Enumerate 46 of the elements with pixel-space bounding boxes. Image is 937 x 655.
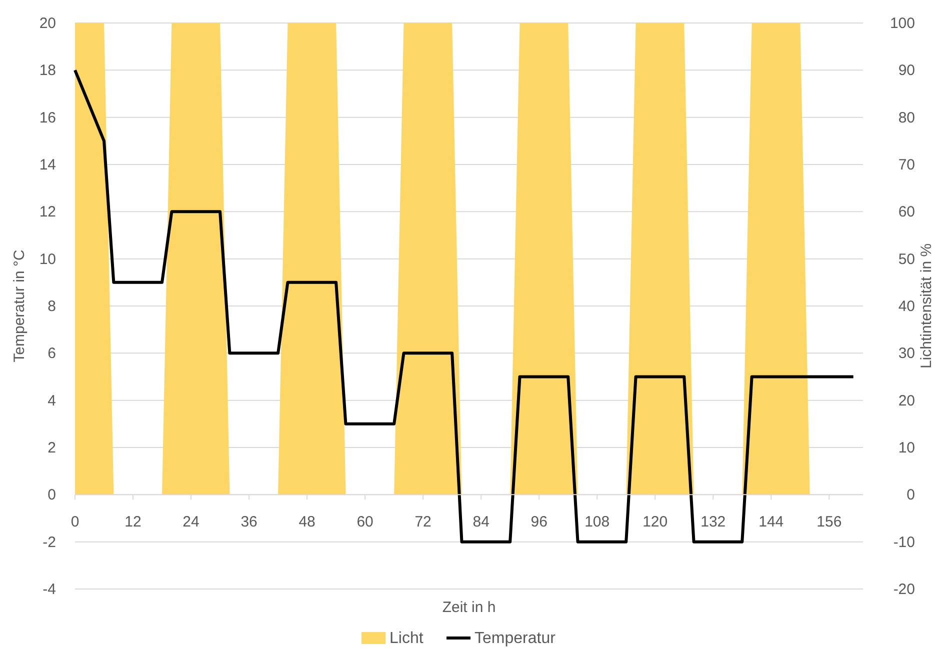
y2-tick-label: 90 <box>898 62 915 80</box>
y2-tick-label: 20 <box>898 392 915 410</box>
line-series <box>74 68 855 544</box>
y2-axis-title: Lichtintensität in % <box>918 243 935 369</box>
y-tick-label: 4 <box>48 392 56 410</box>
x-tick-label: 0 <box>70 514 80 531</box>
legend-label: Temperatur <box>474 630 556 647</box>
y2-tick-label: -10 <box>893 534 915 551</box>
y-tick-label: 20 <box>39 15 56 32</box>
y-tick-label: 6 <box>48 345 56 362</box>
x-tick-label: 24 <box>182 514 200 531</box>
y-tick-label: 14 <box>39 156 56 174</box>
x-tick-label: 84 <box>472 514 490 531</box>
y2-tick-label: 10 <box>898 440 915 456</box>
y-tick-label: -2 <box>42 534 56 551</box>
y-tick-label: 16 <box>39 109 56 126</box>
x-tick-label: 36 <box>240 514 258 531</box>
x-tick-label: 120 <box>642 514 668 531</box>
y2-tick-label: 80 <box>898 109 915 126</box>
x-axis-title: Zeit in h <box>442 599 496 616</box>
y2-tick-label: 100 <box>890 15 915 32</box>
y2-tick-label: 40 <box>898 298 915 315</box>
x-tick-label: 72 <box>414 514 432 531</box>
y-tick-label: 0 <box>48 486 56 504</box>
x-tick-label: 132 <box>700 514 726 531</box>
x-tick-label: 48 <box>298 514 316 531</box>
x-tick-label: 156 <box>816 514 842 531</box>
x-tick-label: 96 <box>530 514 548 531</box>
y2-tick-label: 0 <box>906 486 915 504</box>
y-tick-label: 8 <box>48 298 56 315</box>
y2-tick-label: 50 <box>898 250 915 268</box>
y2-tick-label: 60 <box>898 204 915 221</box>
y-tick-label: -4 <box>42 581 56 598</box>
x-tick-label: 12 <box>124 514 142 531</box>
y2-tick-label: 70 <box>898 156 915 174</box>
x-tick-label: 144 <box>758 514 784 531</box>
y-tick-label: 2 <box>48 440 56 456</box>
y2-tick-label: -20 <box>893 581 915 598</box>
y-tick-label: 18 <box>39 62 56 80</box>
y-axis-title: Temperatur in °C <box>11 249 28 362</box>
y2-tick-label: 30 <box>898 345 915 362</box>
y-tick-label: 12 <box>39 204 56 221</box>
legend-label: Licht <box>390 630 424 647</box>
x-tick-label: 108 <box>584 514 610 531</box>
y-tick-label: 10 <box>39 250 56 268</box>
x-tick-label: 60 <box>356 514 374 531</box>
